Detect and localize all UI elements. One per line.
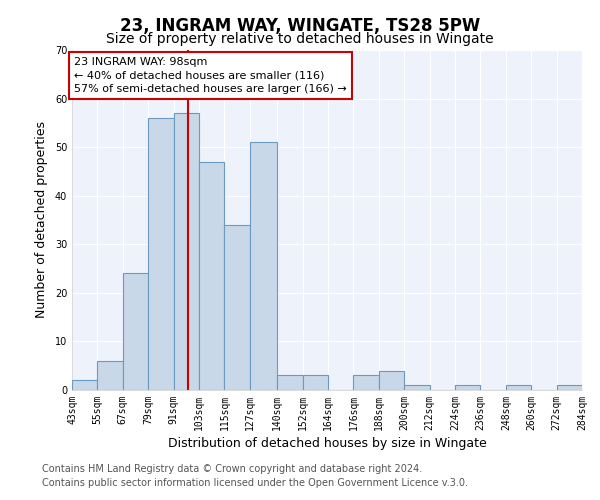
Bar	[277, 376, 302, 390]
Bar	[455, 385, 481, 390]
Bar	[72, 380, 97, 390]
Bar	[379, 370, 404, 390]
Bar	[97, 361, 123, 390]
Bar	[302, 376, 328, 390]
Bar	[148, 118, 173, 390]
Bar	[353, 376, 379, 390]
Bar	[123, 274, 148, 390]
Bar	[224, 225, 250, 390]
Bar	[404, 385, 430, 390]
Y-axis label: Number of detached properties: Number of detached properties	[35, 122, 48, 318]
X-axis label: Distribution of detached houses by size in Wingate: Distribution of detached houses by size …	[167, 437, 487, 450]
Bar	[250, 142, 277, 390]
Bar	[173, 113, 199, 390]
Text: Size of property relative to detached houses in Wingate: Size of property relative to detached ho…	[106, 32, 494, 46]
Bar	[557, 385, 582, 390]
Text: 23, INGRAM WAY, WINGATE, TS28 5PW: 23, INGRAM WAY, WINGATE, TS28 5PW	[120, 18, 480, 36]
Text: 23 INGRAM WAY: 98sqm
← 40% of detached houses are smaller (116)
57% of semi-deta: 23 INGRAM WAY: 98sqm ← 40% of detached h…	[74, 58, 347, 94]
Bar	[199, 162, 224, 390]
Text: Contains HM Land Registry data © Crown copyright and database right 2024.
Contai: Contains HM Land Registry data © Crown c…	[42, 464, 468, 487]
Bar	[506, 385, 531, 390]
